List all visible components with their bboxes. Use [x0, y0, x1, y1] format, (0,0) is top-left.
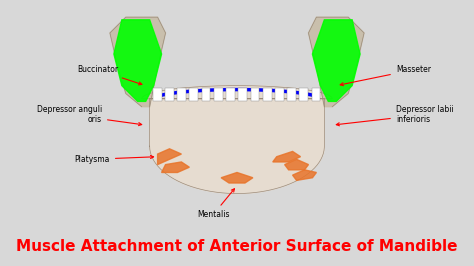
- Bar: [153, 88, 162, 101]
- Text: Depressor anguli
oris: Depressor anguli oris: [37, 105, 142, 126]
- Polygon shape: [162, 162, 189, 172]
- Text: Platysma: Platysma: [74, 155, 154, 164]
- Polygon shape: [285, 159, 309, 170]
- Bar: [251, 88, 259, 101]
- Bar: [190, 88, 198, 101]
- Bar: [165, 88, 174, 101]
- Polygon shape: [309, 17, 364, 107]
- Text: Mentalis: Mentalis: [197, 189, 235, 219]
- Polygon shape: [221, 172, 253, 183]
- Bar: [287, 88, 296, 101]
- Bar: [263, 88, 272, 101]
- Bar: [177, 88, 186, 101]
- Polygon shape: [157, 149, 182, 165]
- Polygon shape: [292, 170, 317, 180]
- Text: Depressor labii
inferioris: Depressor labii inferioris: [336, 105, 454, 126]
- Text: Buccinator: Buccinator: [77, 65, 142, 85]
- Polygon shape: [273, 151, 301, 162]
- Text: Muscle Attachment of Anterior Surface of Mandible: Muscle Attachment of Anterior Surface of…: [16, 239, 458, 254]
- Bar: [214, 88, 223, 101]
- Bar: [275, 88, 284, 101]
- Bar: [300, 88, 308, 101]
- Bar: [226, 88, 235, 101]
- Text: Masseter: Masseter: [340, 65, 431, 86]
- Bar: [202, 88, 210, 101]
- Polygon shape: [110, 17, 165, 107]
- Polygon shape: [312, 20, 360, 101]
- Bar: [311, 88, 320, 101]
- Polygon shape: [114, 20, 162, 101]
- Polygon shape: [142, 86, 332, 194]
- Bar: [238, 88, 247, 101]
